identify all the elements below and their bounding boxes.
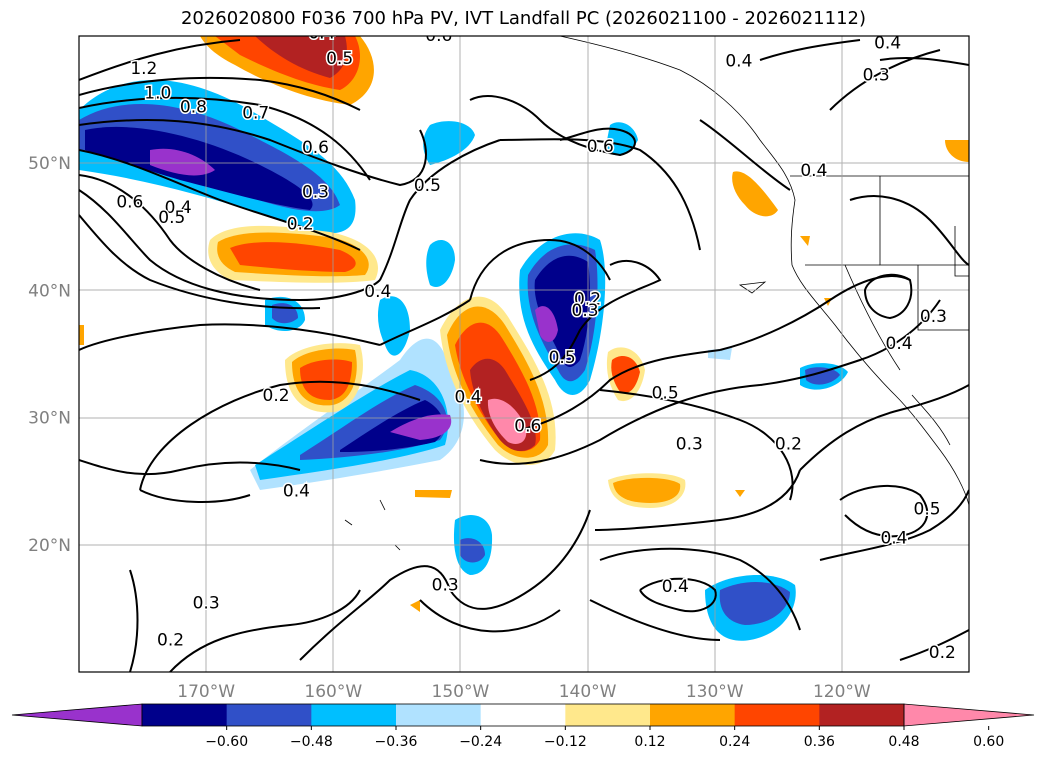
contour-label: 0.4: [308, 24, 335, 44]
contour-label: 0.3: [863, 66, 890, 86]
contour-label: 0.4: [165, 198, 192, 218]
colorbar-extend-max: [903, 703, 1035, 727]
contour-label: 0.3: [193, 593, 220, 613]
colorbar-segment: [226, 704, 312, 726]
contour-label: 0.8: [180, 97, 207, 117]
lon-tick-label: 140°W: [559, 682, 617, 702]
colorbar-segment: [650, 704, 736, 726]
colorbar-segment: [311, 704, 397, 726]
contour-label: 0.4: [364, 282, 391, 302]
lat-tick-label: 30°N: [28, 409, 71, 429]
lat-tick-label: 20°N: [28, 536, 71, 556]
colorbar-label: −0.12: [544, 734, 587, 750]
lat-tick-label: 50°N: [28, 154, 71, 174]
lon-tick-label: 170°W: [177, 682, 235, 702]
latitude-tick-labels: 50°N 40°N 30°N 20°N: [28, 154, 71, 556]
colorbar-segment: [396, 704, 482, 726]
contour-label: 0.2: [157, 630, 184, 650]
contour-label: 0.6: [587, 137, 614, 157]
ivt-contours: [79, 39, 969, 672]
contour-label: 0.5: [652, 384, 679, 404]
colorbar-label: 0.48: [888, 734, 919, 750]
longitude-tick-labels: 170°W 160°W 150°W 140°W 130°W 120°W: [177, 682, 871, 702]
lat-tick-label: 40°N: [28, 281, 71, 301]
colorbar-segment: [142, 704, 228, 726]
contour-label: 0.2: [775, 434, 802, 454]
page-title: 2026020800 F036 700 hPa PV, IVT Landfall…: [180, 8, 867, 29]
coastlines: [344, 36, 969, 551]
contour-label: 0.2: [929, 643, 956, 663]
colorbar-label: −0.36: [375, 734, 418, 750]
colorbar-segment: [565, 704, 651, 726]
contour-label: 0.4: [283, 481, 310, 501]
contour-label: 0.4: [455, 387, 482, 407]
contour-label: 0.3: [432, 576, 459, 596]
colorbar-segment: [819, 704, 905, 726]
contour-label: 0.4: [886, 334, 913, 354]
contour-label: 0.3: [676, 434, 703, 454]
contour-label: 0.6: [116, 193, 143, 213]
contour-label: 0.6: [425, 26, 452, 46]
contour-label: 0.3: [572, 301, 599, 321]
contour-label: 0.2: [263, 386, 290, 406]
contour-label: 1.0: [144, 83, 171, 103]
map-frame: [78, 35, 970, 673]
colorbar-label: −0.24: [459, 734, 502, 750]
colorbar-extend-min: [11, 703, 143, 727]
colorbar-label: 0.36: [804, 734, 835, 750]
contour-label: 0.5: [158, 208, 185, 228]
contour-labels: 1.21.00.8 0.70.60.50.30.6 0.40.5 0.20.40.50…: [115, 24, 957, 665]
colorbar-label: −0.60: [205, 734, 248, 750]
map-area[interactable]: 1.21.00.8 0.70.60.50.30.6 0.40.5 0.20.40.50…: [79, 24, 969, 672]
contour-label: 1.2: [130, 59, 157, 79]
contour-label: 0.4: [662, 577, 689, 597]
colorbar-label: 0.24: [719, 734, 750, 750]
colorbar-segment: [480, 704, 566, 726]
contour-label: 0.5: [326, 49, 353, 69]
contour-label: 0.2: [287, 214, 314, 234]
contour-label: 0.7: [242, 104, 269, 124]
negative-anomaly-fills: [79, 80, 848, 641]
contour-label: 0.4: [874, 34, 901, 54]
contour-label: 0.6: [302, 138, 329, 158]
contour-label: 0.6: [514, 417, 541, 437]
contour-label: 0.5: [549, 348, 576, 368]
contour-label: 0.4: [880, 529, 907, 549]
contour-label: 0.5: [414, 176, 441, 196]
contour-label: 0.2: [574, 289, 601, 309]
contour-label: 0.3: [302, 183, 329, 203]
positive-anomaly-fills: [79, 36, 969, 612]
colorbar-segment: [734, 704, 820, 726]
gridlines: [79, 36, 969, 672]
colorbar: −0.60 −0.48 −0.36 −0.24 −0.12 0.12 0.24 0.36 0.4…: [11, 703, 1035, 750]
contour-label: 0.3: [920, 307, 947, 327]
lon-tick-label: 120°W: [813, 682, 871, 702]
contour-label: 0.5: [914, 499, 941, 519]
colorbar-frame: [141, 703, 905, 727]
lon-tick-label: 160°W: [304, 682, 362, 702]
lon-tick-label: 130°W: [686, 682, 744, 702]
lon-tick-label: 150°W: [432, 682, 490, 702]
colorbar-label: 0.12: [634, 734, 665, 750]
colorbar-label: −0.48: [290, 734, 333, 750]
colorbar-label: 0.60: [973, 734, 1004, 750]
contour-label: 0.4: [800, 161, 827, 181]
contour-label: 0.4: [725, 52, 752, 72]
